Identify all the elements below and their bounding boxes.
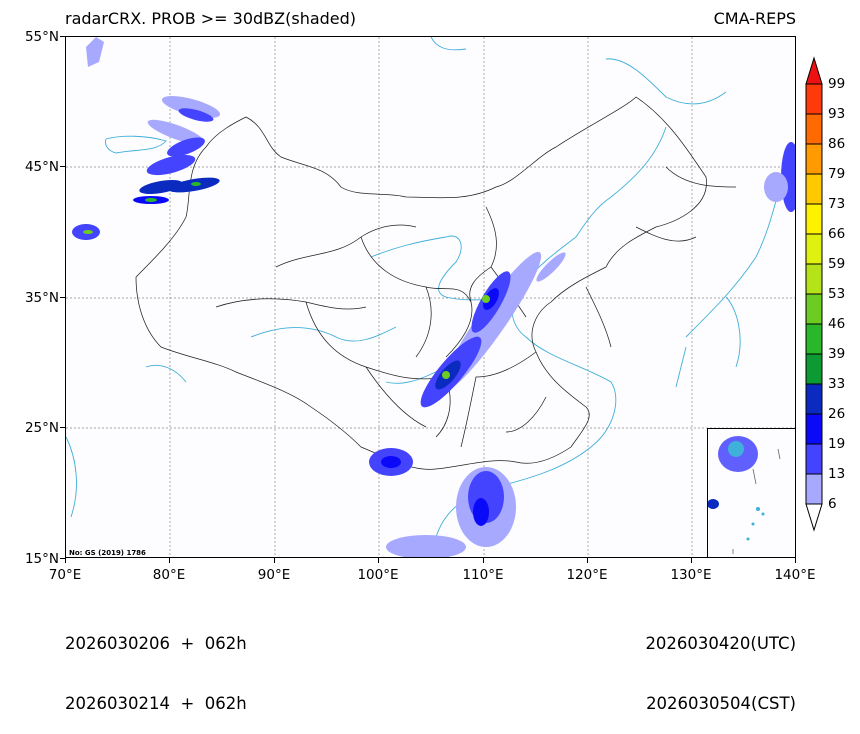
lat-label: 45°N [24, 159, 59, 175]
lon-label: 80°E [152, 567, 186, 583]
lon-label: 90°E [257, 567, 291, 583]
model-name: CMA-REPS [713, 9, 796, 28]
map-panel [65, 36, 796, 558]
lat-tick [60, 166, 65, 167]
colorbar-label: 39 [828, 346, 846, 362]
plot-title: radarCRX. PROB >= 30dBZ(shaded) [65, 9, 357, 28]
colorbar-label: 93 [828, 106, 846, 122]
colorbar [805, 56, 823, 532]
south-china-sea-inset [707, 428, 796, 558]
lon-label: 70°E [48, 567, 82, 583]
lon-tick [795, 558, 796, 563]
lat-label: 25°N [24, 420, 59, 436]
map-approval-note: No: GS (2019) 1786 [69, 549, 146, 557]
lat-tick [60, 427, 65, 428]
valid-time-block: 2026030420(UTC) 2026030504(CST) [645, 594, 796, 734]
lon-tick [169, 558, 170, 563]
coastlines [66, 37, 787, 557]
colorbar-label: 53 [828, 286, 846, 302]
colorbar-label: 86 [828, 136, 846, 152]
lon-tick [587, 558, 588, 563]
lat-tick [60, 558, 65, 559]
colorbar-label: 19 [828, 436, 846, 452]
init-time-cst: 2026030214 + 062h [65, 694, 247, 713]
valid-time-cst: 2026030504(CST) [646, 694, 796, 713]
colorbar-label: 13 [828, 466, 846, 482]
colorbar-label: 33 [828, 376, 846, 392]
lon-label: 140°E [774, 567, 816, 583]
colorbar-label: 99 [828, 76, 846, 92]
colorbar-label: 26 [828, 406, 846, 422]
lon-tick [691, 558, 692, 563]
valid-time-utc: 2026030420(UTC) [645, 634, 796, 653]
lon-label: 120°E [566, 567, 608, 583]
colorbar-label: 6 [828, 496, 837, 512]
lon-tick [274, 558, 275, 563]
lat-tick [60, 297, 65, 298]
probability-shading [72, 37, 795, 557]
lon-tick [483, 558, 484, 563]
lon-tick [378, 558, 379, 563]
borders [135, 96, 737, 470]
map-canvas [66, 37, 795, 557]
init-time-block: 2026030206 + 062h 2026030214 + 062h [65, 594, 247, 734]
lat-label: 35°N [24, 290, 59, 306]
init-time-utc: 2026030206 + 062h [65, 634, 247, 653]
colorbar-label: 59 [828, 256, 846, 272]
lon-tick [65, 558, 66, 563]
colorbar-label: 79 [828, 166, 846, 182]
lat-label: 15°N [24, 551, 59, 567]
colorbar-label: 73 [828, 196, 846, 212]
lon-label: 110°E [462, 567, 504, 583]
gridlines [66, 37, 795, 557]
lon-label: 130°E [670, 567, 712, 583]
lat-tick [60, 36, 65, 37]
lat-label: 55°N [24, 29, 59, 45]
colorbar-label: 46 [828, 316, 846, 332]
lon-label: 100°E [357, 567, 399, 583]
colorbar-label: 66 [828, 226, 846, 242]
